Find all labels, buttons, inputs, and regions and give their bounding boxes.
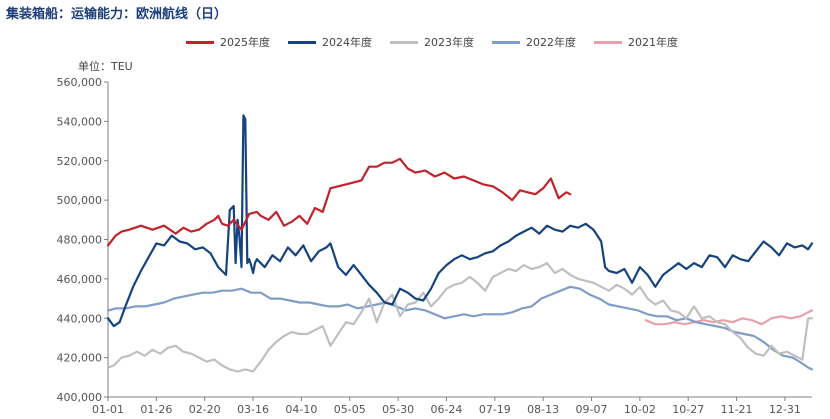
- x-tick-label: 03-16: [237, 403, 269, 416]
- x-tick-label: 06-24: [430, 403, 462, 416]
- series-line-2022: [106, 285, 814, 371]
- legend-swatch: [288, 40, 316, 44]
- y-tick-label: 480,000: [57, 234, 103, 247]
- legend-item: 2023年度: [390, 34, 474, 50]
- y-axis-unit-label: 单位：TEU: [78, 60, 133, 73]
- series-line-2024: [106, 114, 814, 328]
- y-tick-label: 440,000: [57, 312, 103, 325]
- y-tick-label: 460,000: [57, 273, 103, 286]
- x-tick-label: 07-19: [479, 403, 511, 416]
- chart-title: 集装箱船：运输能力：欧洲航线（日）: [6, 7, 228, 22]
- series-line-2025: [106, 157, 572, 247]
- y-tick-label: 500,000: [57, 194, 103, 207]
- legend-swatch: [492, 40, 520, 44]
- x-tick-label: 08-13: [527, 403, 559, 416]
- x-tick-label: 10-02: [624, 403, 656, 416]
- legend-swatch: [390, 40, 418, 44]
- y-tick-label: 560,000: [57, 76, 103, 89]
- x-tick-label: 09-07: [576, 403, 608, 416]
- legend-item: 2021年度: [594, 34, 678, 50]
- legend-label: 2022年度: [526, 36, 576, 49]
- y-tick-label: 420,000: [57, 352, 103, 365]
- x-tick-label: 11-21: [721, 403, 753, 416]
- x-tick-label: 10-27: [672, 403, 704, 416]
- x-tick-label: 05-05: [334, 403, 366, 416]
- y-tick-label: 520,000: [57, 155, 103, 168]
- x-tick-label: 04-10: [285, 403, 317, 416]
- legend-item: 2022年度: [492, 34, 576, 50]
- x-tick-label: 01-01: [92, 403, 124, 416]
- x-tick-label: 05-30: [382, 403, 414, 416]
- legend-item: 2024年度: [288, 34, 372, 50]
- x-tick-label: 02-20: [189, 403, 221, 416]
- chart-legend: 2025年度 2024年度 2023年度 2022年度 2021年度: [186, 34, 678, 50]
- legend-label: 2025年度: [220, 36, 270, 49]
- y-tick-label: 540,000: [57, 115, 103, 128]
- series-line-2023: [106, 262, 814, 373]
- legend-swatch: [594, 40, 622, 44]
- series-line-2021: [644, 309, 814, 326]
- legend-label: 2024年度: [322, 36, 372, 49]
- x-tick-label: 01-26: [140, 403, 172, 416]
- legend-label: 2021年度: [628, 36, 678, 49]
- legend-item: 2025年度: [186, 34, 270, 50]
- legend-swatch: [186, 40, 214, 44]
- x-tick-label: 12-31: [769, 403, 801, 416]
- legend-label: 2023年度: [424, 36, 474, 49]
- y-tick-label: 400,000: [57, 391, 103, 404]
